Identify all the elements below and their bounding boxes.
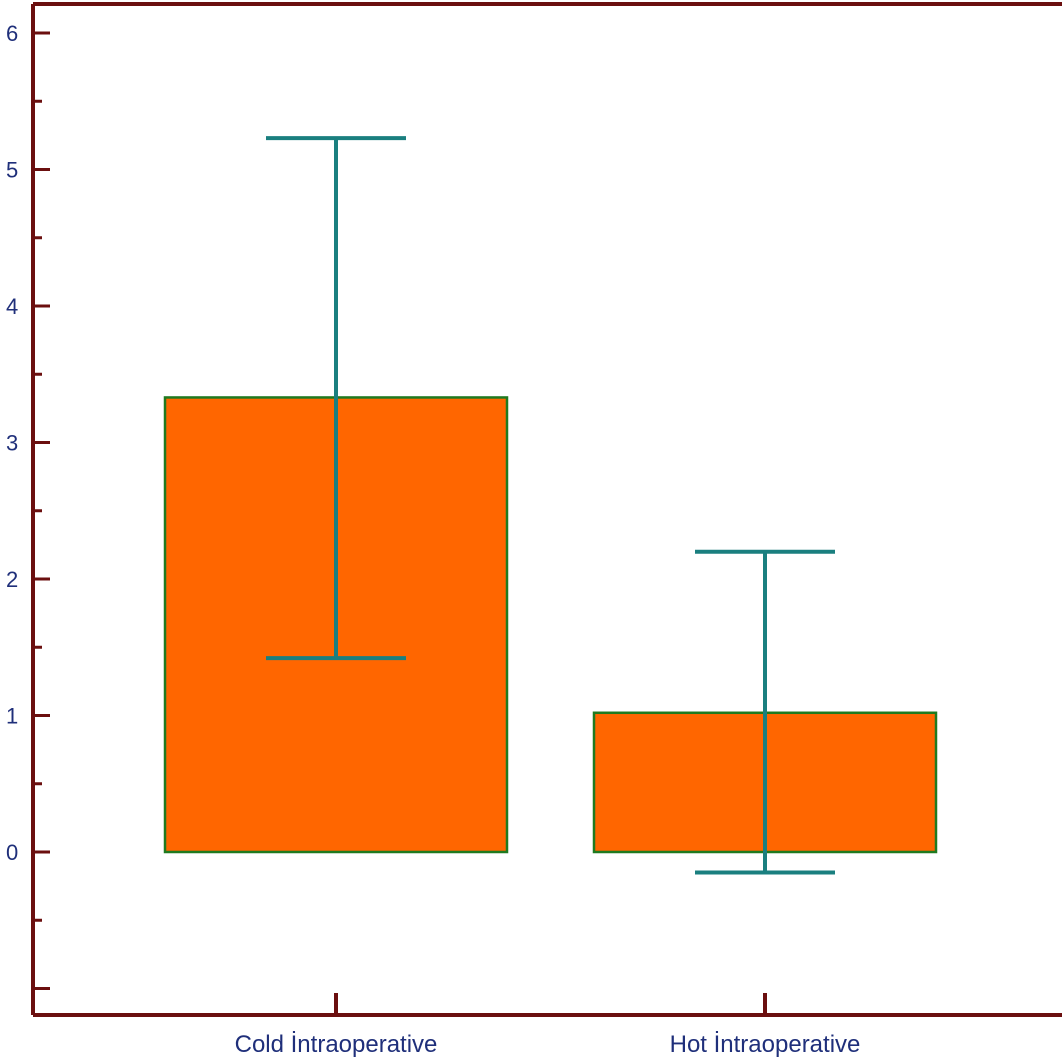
error-bars <box>266 136 835 875</box>
bars <box>163 396 938 854</box>
axis-labels: 0 1 2 3 4 5 6 Cold İntraoperative Hot İntraopera… <box>6 21 860 1058</box>
y-tick-label: 1 <box>6 704 18 729</box>
y-tick-label: 2 <box>6 567 18 592</box>
y-tick-label: 6 <box>6 21 18 46</box>
y-tick-label: 5 <box>6 158 18 183</box>
y-tick-label: 0 <box>6 840 18 865</box>
y-tick-label: 4 <box>6 294 18 319</box>
x-tick-label: Hot İntraoperative <box>670 1031 861 1058</box>
y-tick-label: 3 <box>6 431 18 456</box>
x-tick-label: Cold İntraoperative <box>235 1031 438 1058</box>
axes <box>31 2 1062 1017</box>
